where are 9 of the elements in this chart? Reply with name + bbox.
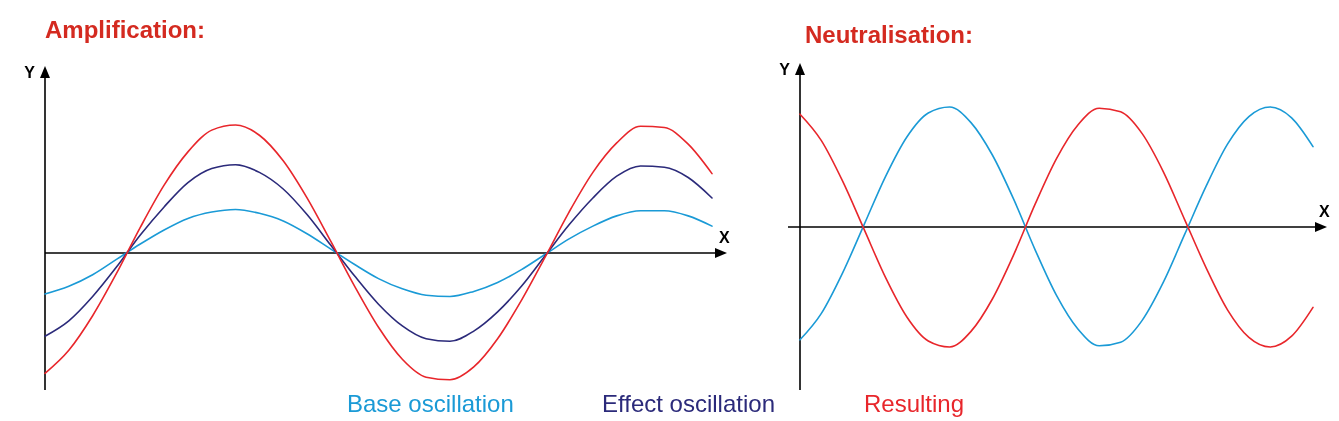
x-axis-title: X: [1319, 203, 1330, 220]
text: Base oscillation: [347, 390, 514, 417]
chart-title: Amplification:: [45, 16, 205, 43]
text: Effect oscillation: [602, 390, 775, 417]
y-axis-title: Y: [779, 61, 791, 78]
x-axis-title: X: [719, 229, 730, 246]
text: Resulting: [864, 390, 965, 417]
y-axis-title: Y: [24, 64, 36, 81]
chart-title: Neutralisation:: [805, 21, 974, 48]
